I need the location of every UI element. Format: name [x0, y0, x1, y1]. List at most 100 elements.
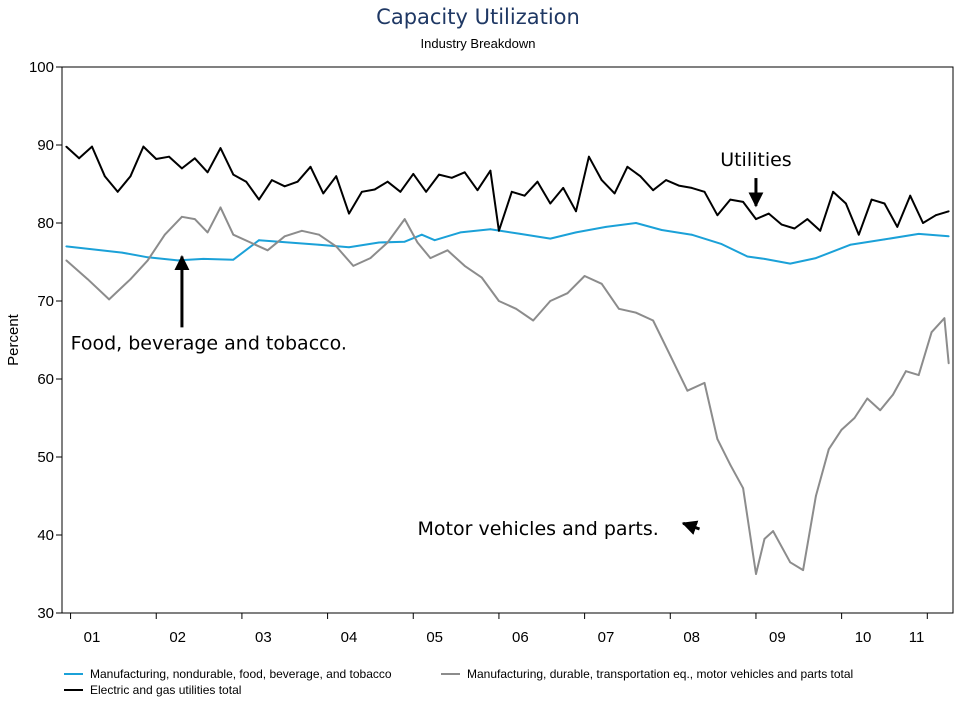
annotation-arrow: [681, 520, 701, 535]
data-point: [318, 233, 320, 236]
data-point: [121, 251, 123, 254]
data-point: [652, 319, 654, 322]
data-point: [78, 157, 80, 160]
x-tick-label: 06: [512, 629, 529, 646]
x-tick-label: 03: [255, 629, 272, 646]
data-point: [909, 194, 912, 197]
data-point: [746, 255, 749, 258]
data-point: [652, 189, 654, 192]
data-point: [690, 187, 693, 189]
data-point: [258, 239, 260, 242]
plot-area-frame: [61, 66, 954, 614]
data-point: [193, 157, 196, 160]
data-point: [935, 214, 937, 217]
data-point: [755, 218, 757, 221]
data-point: [202, 258, 205, 260]
data-point: [536, 180, 539, 183]
data-point: [767, 212, 770, 215]
data-point: [815, 257, 817, 259]
data-point: [789, 262, 792, 265]
data-point: [600, 179, 603, 182]
data-point: [288, 241, 290, 244]
data-point: [857, 233, 860, 236]
legend: Manufacturing, nondurable, food, beverag…: [64, 667, 853, 697]
series-line-utilities: [65, 145, 949, 236]
data-point: [219, 206, 222, 209]
data-point: [549, 202, 552, 205]
x-tick-label: 10: [855, 629, 872, 646]
x-tick-label: 07: [598, 629, 615, 646]
y-tick-label: 80: [37, 215, 54, 232]
data-point: [793, 227, 796, 230]
legend-label: Manufacturing, durable, transportation e…: [467, 667, 853, 681]
x-tick-label: 05: [426, 629, 443, 646]
data-point: [549, 300, 552, 302]
data-point: [789, 561, 792, 564]
data-point: [742, 487, 744, 490]
data-point: [258, 198, 260, 201]
data-point: [480, 276, 483, 279]
data-point: [515, 307, 517, 310]
data-point: [772, 530, 774, 532]
data-point: [403, 218, 406, 221]
data-point: [716, 438, 719, 440]
data-point: [917, 374, 920, 376]
data-point: [780, 223, 783, 226]
data-point: [266, 249, 269, 252]
data-point: [686, 389, 689, 392]
data-point: [403, 240, 406, 243]
data-point: [583, 275, 586, 277]
data-point: [703, 190, 706, 193]
data-point: [420, 233, 423, 236]
data-point: [532, 319, 535, 322]
y-axis-label: Percent: [5, 313, 22, 366]
data-point: [129, 278, 132, 281]
data-point: [802, 569, 804, 571]
data-point: [283, 235, 286, 238]
x-tick-label: 04: [341, 629, 358, 646]
data-point: [566, 292, 569, 295]
data-point: [523, 194, 526, 197]
y-tick-label: 90: [37, 137, 54, 154]
data-point: [742, 201, 744, 203]
data-point: [806, 218, 809, 221]
data-point: [232, 233, 235, 236]
data-point: [519, 233, 522, 235]
data-point: [86, 278, 89, 281]
data-point: [438, 173, 440, 176]
data-point: [65, 259, 68, 262]
data-point: [947, 235, 950, 238]
data-point: [763, 258, 766, 260]
data-point: [660, 229, 663, 231]
data-point: [146, 259, 149, 262]
data-point: [883, 238, 886, 241]
data-point: [146, 256, 149, 259]
data-point: [399, 190, 402, 193]
data-point: [219, 147, 222, 150]
data-point: [892, 393, 894, 396]
data-point: [819, 229, 822, 232]
data-point: [489, 169, 492, 172]
data-point: [575, 210, 577, 213]
x-tick-label: 08: [683, 629, 700, 646]
data-point: [309, 165, 312, 168]
data-point: [853, 417, 856, 419]
data-point: [459, 231, 462, 234]
data-point: [433, 239, 436, 242]
data-point: [206, 231, 209, 234]
data-point: [613, 192, 616, 195]
data-point: [450, 176, 453, 179]
data-point: [849, 243, 852, 246]
data-point: [361, 190, 363, 193]
data-point: [763, 538, 766, 540]
data-point: [335, 245, 338, 248]
data-point: [562, 187, 565, 189]
series-line-nondurable-food: [66, 222, 949, 265]
data-point: [476, 189, 479, 192]
data-point: [870, 198, 873, 201]
data-point: [206, 171, 209, 174]
y-tick-label: 60: [37, 371, 54, 388]
data-point: [588, 155, 590, 158]
data-point: [618, 307, 620, 310]
